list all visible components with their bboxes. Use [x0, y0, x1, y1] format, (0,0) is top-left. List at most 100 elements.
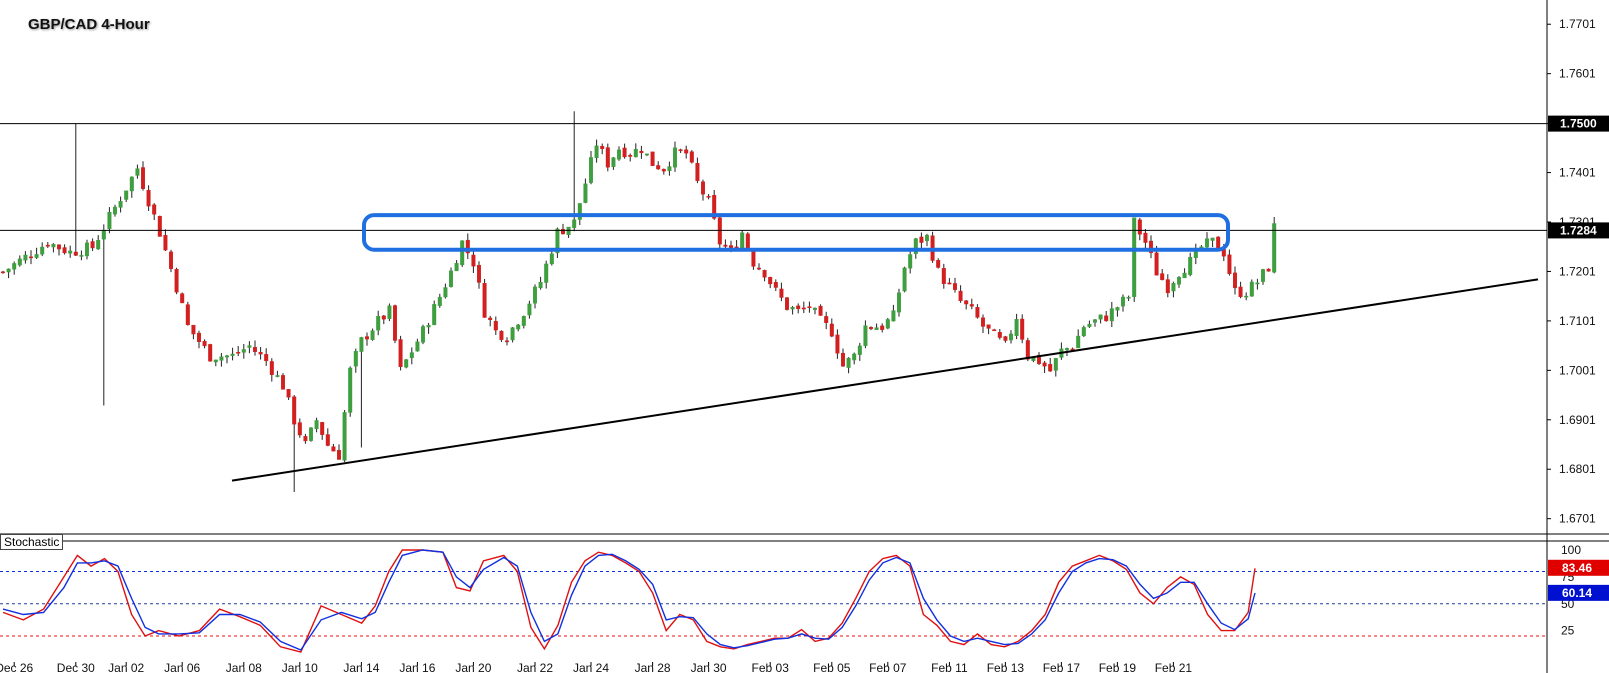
candle-body [835, 334, 840, 354]
candle-body [415, 341, 420, 352]
x-tick-label: Jan 02 [108, 661, 144, 673]
x-tick-label: Feb 05 [813, 661, 851, 673]
candle-body [785, 297, 790, 310]
candle-body [605, 147, 610, 168]
candle-body [376, 315, 381, 331]
candle-body [986, 324, 991, 329]
candle-body [863, 325, 868, 347]
candle-body [40, 246, 45, 255]
candle-body [370, 330, 375, 340]
candle-body [1076, 335, 1081, 349]
candle-body [947, 282, 952, 285]
candle-body [124, 190, 129, 200]
candle-body [583, 183, 588, 203]
stochastic-tick-label: 100 [1561, 543, 1581, 557]
candle-body [807, 306, 812, 309]
trendline [231, 278, 1539, 482]
candle-body [706, 195, 711, 198]
candle-body [633, 148, 638, 158]
candle-body [202, 341, 207, 347]
candle-body [1148, 240, 1153, 253]
candle-body [936, 260, 941, 268]
stochastic-k-line [2, 549, 1256, 653]
candle-body [594, 145, 599, 159]
candle-body [913, 238, 918, 254]
candle-body [577, 203, 582, 220]
candle-body [1204, 238, 1209, 248]
candle-body [1238, 286, 1243, 297]
candle-body [790, 307, 795, 310]
candle-body [1188, 257, 1193, 276]
candle-body [359, 337, 364, 352]
candle-body [79, 255, 84, 257]
candle-body [146, 189, 151, 207]
candle-body [208, 344, 213, 362]
candle-body [454, 263, 459, 272]
candle-body [275, 375, 280, 377]
y-tick-label: 1.7101 [1559, 314, 1596, 328]
candle-body [1249, 281, 1254, 297]
candle-body [129, 176, 134, 192]
candle-body [533, 286, 538, 304]
candle-body [1160, 273, 1165, 281]
candle-body [493, 320, 498, 331]
candle-body [1009, 333, 1014, 341]
candle-body [639, 150, 644, 154]
candle-body [96, 240, 101, 250]
candle-body [600, 145, 605, 149]
candle-body [1064, 348, 1069, 351]
candle-body [768, 277, 773, 285]
candle-body [902, 267, 907, 292]
candle-body [1255, 282, 1260, 285]
candle-body [1020, 318, 1025, 340]
candle-body [656, 165, 661, 170]
candle-body [1014, 318, 1019, 336]
x-tick-label: Dec 26 [0, 661, 34, 673]
candle-body [297, 422, 302, 436]
x-tick-label: Feb 19 [1099, 661, 1137, 673]
x-tick-label: Feb 13 [987, 661, 1025, 673]
candle-body [751, 250, 756, 267]
candle-body [779, 288, 784, 298]
candle-body [482, 283, 487, 318]
candle-body [449, 270, 454, 288]
x-tick-label: Feb 21 [1155, 661, 1193, 673]
candle-body [286, 389, 291, 398]
candle-body [292, 396, 297, 425]
candle-body [499, 330, 504, 340]
stochastic-d-tag-bg [1548, 584, 1609, 601]
candle-body [695, 162, 700, 181]
candle-body [303, 436, 308, 442]
candle-body [572, 219, 577, 228]
candle-body [140, 167, 145, 190]
candle-body [135, 168, 140, 176]
candle-body [1092, 319, 1097, 323]
candle-body [1266, 268, 1271, 272]
candle-body [320, 422, 325, 435]
candle-body [538, 282, 543, 289]
stochastic-d-tag: 60.14 [1562, 586, 1592, 600]
x-tick-label: Feb 17 [1043, 661, 1081, 673]
candle-body [521, 316, 526, 326]
y-tick-label: 1.6701 [1559, 512, 1596, 526]
candle-body [118, 201, 123, 208]
candle-body [678, 149, 683, 152]
x-tick-label: Feb 11 [931, 661, 968, 673]
candle-body [325, 434, 330, 446]
candle-body [762, 270, 767, 278]
stochastic-k-tag-bg [1548, 559, 1609, 576]
candle-body [17, 258, 22, 266]
candle-body [969, 304, 974, 307]
candle-body [477, 264, 482, 283]
candle-body [62, 247, 67, 254]
chart-title: GBP/CAD 4-Hour [28, 16, 150, 33]
x-tick-label: Dec 30 [57, 661, 95, 673]
current-price-tag: 1.7284 [1560, 223, 1597, 237]
candle-body [992, 329, 997, 332]
candle-body [387, 305, 392, 319]
candle-body [650, 151, 655, 166]
candle-body [796, 305, 801, 310]
candle-body [622, 147, 627, 158]
